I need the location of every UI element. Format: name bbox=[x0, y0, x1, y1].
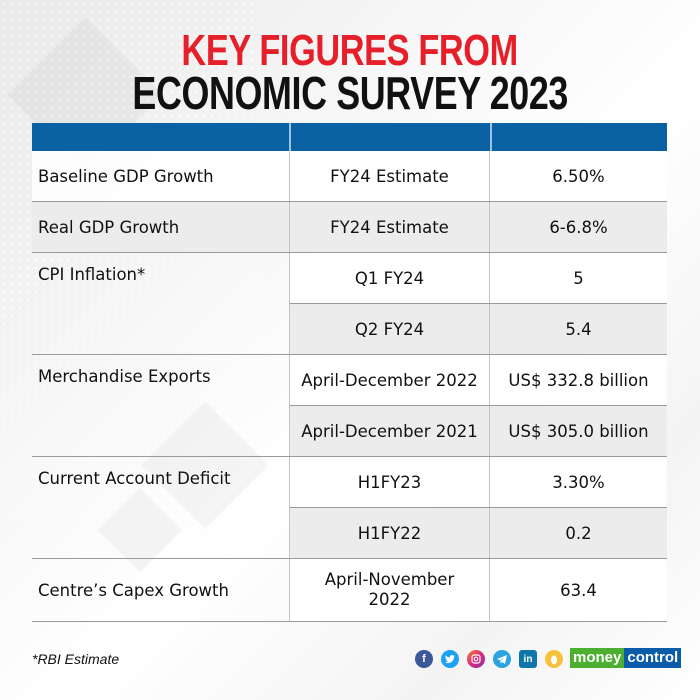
table-subrow: Q2 FY24 5.4 bbox=[290, 303, 667, 354]
period-cell: H1FY22 bbox=[290, 508, 490, 558]
period-cell: April-November 2022 bbox=[290, 559, 490, 621]
table-row-merchandise-exports: Merchandise Exports April-December 2022 … bbox=[32, 355, 667, 457]
period-cell: April-December 2022 bbox=[290, 355, 490, 405]
period-cell: FY24 Estimate bbox=[290, 151, 490, 201]
table-header bbox=[32, 123, 667, 151]
title-line-1: KEY FIGURES FROM bbox=[181, 26, 519, 75]
value-cell: 3.30% bbox=[552, 472, 605, 492]
table-subrow: H1FY23 3.30% bbox=[290, 457, 667, 507]
table-row-cpi-inflation: CPI Inflation* Q1 FY24 5 Q2 FY24 5.4 bbox=[32, 253, 667, 355]
value-cell: 6-6.8% bbox=[549, 217, 608, 237]
social-icons: f in bbox=[415, 650, 563, 668]
table-subrow: April-December 2022 US$ 332.8 billion bbox=[290, 355, 667, 405]
telegram-icon[interactable] bbox=[493, 650, 511, 668]
logo-part-control: control bbox=[624, 648, 682, 668]
value-cell: 5.4 bbox=[565, 319, 592, 339]
moneycontrol-logo: money control bbox=[570, 648, 682, 668]
table-subrow: H1FY22 0.2 bbox=[290, 507, 667, 558]
koo-icon[interactable] bbox=[545, 650, 563, 668]
table-subrow: Q1 FY24 5 bbox=[290, 253, 667, 303]
value-cell: 0.2 bbox=[565, 523, 592, 543]
row-label: Merchandise Exports bbox=[32, 355, 290, 456]
value-cell: 5 bbox=[573, 268, 584, 288]
footnote: *RBI Estimate bbox=[32, 651, 120, 667]
row-label: Centre’s Capex Growth bbox=[32, 559, 290, 621]
period-cell: April-December 2021 bbox=[290, 406, 490, 456]
header-cell bbox=[492, 123, 667, 151]
period-cell: FY24 Estimate bbox=[290, 202, 490, 252]
title-line-2: ECONOMIC SURVEY 2023 bbox=[132, 67, 568, 119]
header-cell bbox=[32, 123, 291, 151]
value-cell: US$ 332.8 billion bbox=[508, 370, 649, 390]
table-subrow: April-November 2022 63.4 bbox=[290, 559, 667, 621]
background-pattern bbox=[0, 0, 260, 520]
table-row-current-account-deficit: Current Account Deficit H1FY23 3.30% H1F… bbox=[32, 457, 667, 559]
period-cell: H1FY23 bbox=[290, 457, 490, 507]
table-subrow: FY24 Estimate 6.50% bbox=[290, 151, 667, 201]
table-row-baseline-gdp: Baseline GDP Growth FY24 Estimate 6.50% bbox=[32, 151, 667, 202]
instagram-icon[interactable] bbox=[467, 650, 485, 668]
row-label: Current Account Deficit bbox=[32, 457, 290, 558]
twitter-icon[interactable] bbox=[441, 650, 459, 668]
value-cell: 63.4 bbox=[560, 580, 597, 600]
value-cell: 6.50% bbox=[552, 166, 605, 186]
period-cell: Q1 FY24 bbox=[290, 253, 490, 303]
key-figures-table: Baseline GDP Growth FY24 Estimate 6.50% … bbox=[32, 123, 667, 622]
table-subrow: FY24 Estimate 6-6.8% bbox=[290, 202, 667, 252]
period-cell: Q2 FY24 bbox=[290, 304, 490, 354]
header-cell bbox=[291, 123, 492, 151]
table-subrow: April-December 2021 US$ 305.0 billion bbox=[290, 405, 667, 456]
row-label: CPI Inflation* bbox=[32, 253, 290, 354]
logo-part-money: money bbox=[570, 648, 625, 668]
value-cell: US$ 305.0 billion bbox=[508, 421, 649, 441]
table-row-capex-growth: Centre’s Capex Growth April-November 202… bbox=[32, 559, 667, 622]
facebook-icon[interactable]: f bbox=[415, 650, 433, 668]
row-label: Baseline GDP Growth bbox=[32, 151, 290, 201]
row-label: Real GDP Growth bbox=[32, 202, 290, 252]
linkedin-icon[interactable]: in bbox=[519, 650, 537, 668]
table-row-real-gdp: Real GDP Growth FY24 Estimate 6-6.8% bbox=[32, 202, 667, 253]
